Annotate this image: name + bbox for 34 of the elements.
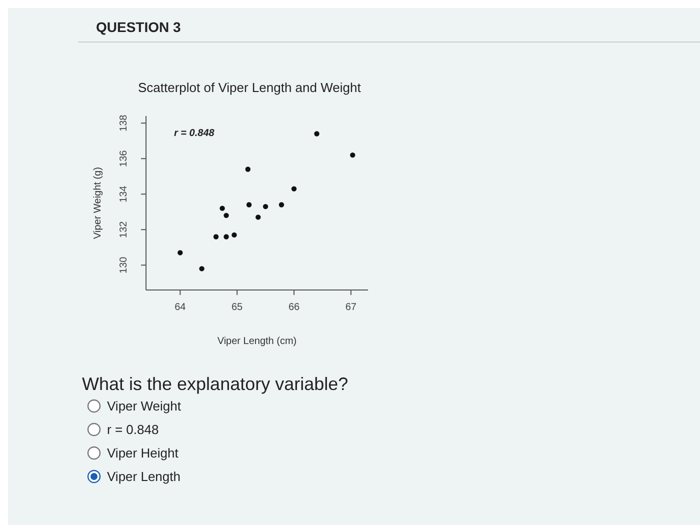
text: r = 0.848 [107,422,159,437]
x-tick-label: 64 [174,302,186,313]
point [314,131,320,136]
point [350,152,356,158]
point [178,250,183,256]
y-axis-title: Viper Weight (g) [92,167,104,239]
text: QUESTION 3 [96,19,182,35]
point [232,232,237,238]
point [224,234,229,240]
chart-title: Scatterplot of Viper Length and Weight [138,80,362,95]
x-tick-label: 66 [288,302,300,313]
y-tick-label: 136 [118,150,130,167]
text: Viper Weight [107,398,182,414]
point [245,166,250,172]
point [213,234,219,240]
point [220,206,225,211]
point [291,186,297,192]
point [224,212,229,218]
text: Viper Height [107,446,179,460]
x-tick-label: 67 [345,302,357,313]
text: What is the explanatory variable? [82,374,348,394]
x-tick-label: 65 [232,302,244,313]
point [246,202,252,208]
point [256,214,261,220]
point [262,204,268,210]
y-tick-label: 138 [118,114,130,132]
x-axis-title: Viper Length (cm) [217,336,297,347]
y-tick-label: 130 [118,256,130,274]
point [278,202,284,208]
y-tick-label: 132 [118,220,130,238]
point [199,266,204,272]
y-tick-label: 134 [118,185,130,202]
annotation: r = 0.848 [174,128,215,139]
text: Viper Length [107,469,180,484]
